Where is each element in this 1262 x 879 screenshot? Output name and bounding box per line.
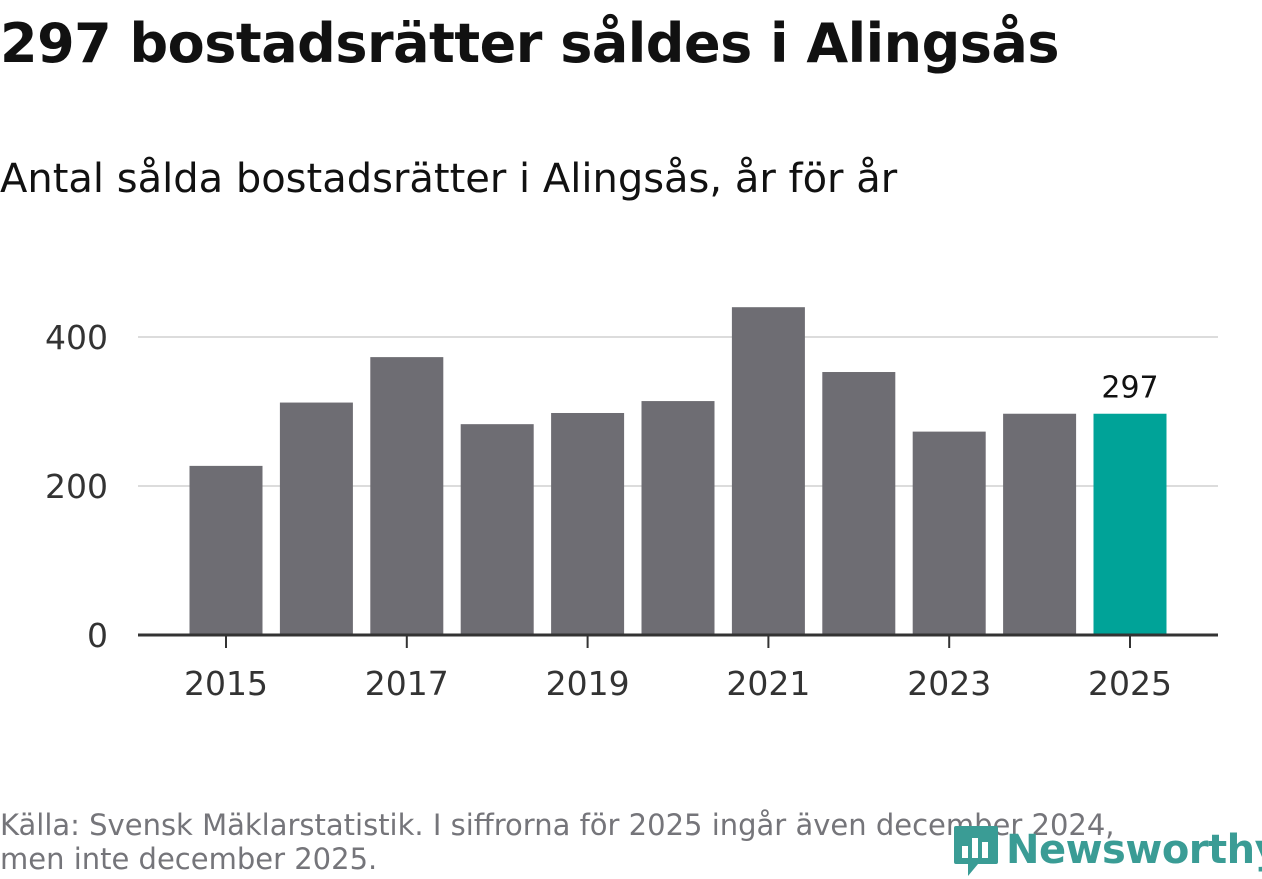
bar-2019 (551, 412, 625, 635)
data-labels: 297 (1101, 371, 1158, 406)
bar-2015 (189, 465, 263, 635)
x-axis (138, 633, 1218, 648)
source-line-1: Källa: Svensk Mäklarstatistik. I siffror… (0, 808, 1115, 842)
bars (189, 307, 1167, 635)
chart-title: 297 bostadsrätter såldes i Alingsås (0, 12, 1059, 75)
x-tick-label-2017: 2017 (365, 664, 449, 703)
newsworthy-logo-text: Newsworthy (1006, 827, 1262, 873)
bar-2018 (460, 424, 534, 635)
chart-subtitle: Antal sålda bostadsrätter i Alingsås, år… (0, 156, 898, 202)
x-tick-label-2019: 2019 (546, 664, 630, 703)
source-note: Källa: Svensk Mäklarstatistik. I siffror… (0, 808, 1200, 876)
y-tick-label-0: 0 (87, 616, 108, 655)
data-label-2025: 297 (1101, 371, 1158, 406)
newsworthy-logo: Newsworthy (952, 822, 1262, 878)
x-tick-label-2021: 2021 (726, 664, 810, 703)
bar-2024 (1003, 413, 1077, 635)
bar-2017 (370, 357, 444, 635)
x-tick-label-2025: 2025 (1088, 664, 1172, 703)
y-axis-tick-labels: 0 200 400 (45, 318, 108, 655)
bar-2022 (822, 372, 896, 635)
bar-2021 (731, 307, 805, 635)
newsworthy-logo-icon (954, 826, 998, 876)
source-line-2: men inte december 2025. (0, 842, 378, 876)
x-tick-label-2023: 2023 (907, 664, 991, 703)
x-axis-tick-labels: 2015 2017 2019 2021 2023 2025 (184, 664, 1172, 703)
x-tick-label-2015: 2015 (184, 664, 268, 703)
bar-2023 (912, 431, 986, 635)
bar-2025 (1093, 413, 1167, 635)
y-tick-label-400: 400 (45, 318, 108, 357)
bar-2020 (641, 401, 715, 635)
y-tick-label-200: 200 (45, 467, 108, 506)
bar-2016 (279, 402, 353, 635)
